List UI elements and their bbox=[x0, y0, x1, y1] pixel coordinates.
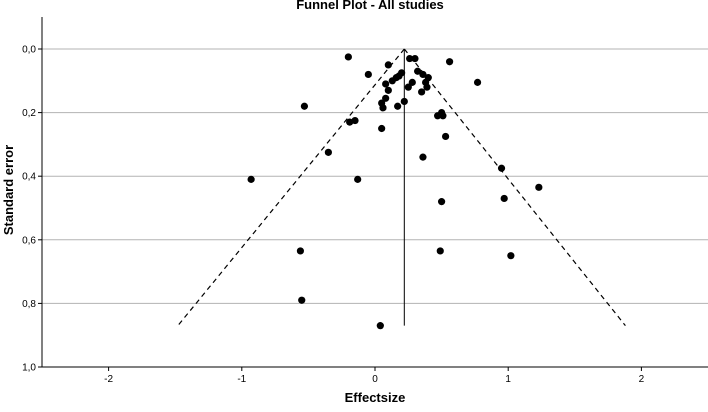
data-point-22 bbox=[400, 97, 408, 106]
data-point-39 bbox=[535, 183, 543, 191]
data-point-16 bbox=[408, 78, 416, 86]
data-point-24 bbox=[394, 102, 402, 110]
data-point-20 bbox=[418, 88, 426, 96]
x-tick-label-3: 1 bbox=[505, 374, 511, 385]
data-point-32 bbox=[378, 124, 386, 133]
tick-labels: 0,0 0,2 0,4 0,6 0,8 1,0 -2 -1 0 1 2 bbox=[22, 45, 645, 386]
data-point-33 bbox=[441, 132, 450, 141]
y-tick-label-1: 0,2 bbox=[22, 108, 36, 119]
data-point-6 bbox=[364, 70, 372, 79]
y-tick-label-5: 1,0 bbox=[22, 363, 36, 374]
y-tick-label-0: 0,0 bbox=[22, 45, 36, 56]
data-point-38 bbox=[354, 175, 362, 183]
data-point-40 bbox=[500, 194, 508, 203]
data-point-19 bbox=[384, 86, 392, 94]
data-point-1 bbox=[406, 54, 414, 63]
grid-lines bbox=[42, 48, 708, 304]
data-point-35 bbox=[419, 153, 427, 161]
data-point-3 bbox=[445, 58, 454, 66]
data-point-18 bbox=[423, 83, 431, 91]
data-point-13 bbox=[382, 80, 390, 88]
data-point-29 bbox=[439, 112, 447, 120]
data-point-46 bbox=[376, 322, 384, 330]
data-point-5 bbox=[414, 67, 422, 75]
data-point-4 bbox=[384, 61, 392, 69]
x-tick-label-0: -2 bbox=[104, 374, 113, 385]
data-point-14 bbox=[473, 78, 482, 86]
data-point-37 bbox=[247, 175, 255, 183]
data-point-42 bbox=[296, 247, 305, 255]
data-point-0 bbox=[344, 53, 352, 61]
plot-frame bbox=[38, 17, 708, 371]
x-tick-label-2: 0 bbox=[372, 374, 378, 385]
data-point-25 bbox=[379, 104, 387, 112]
funnel-right-line bbox=[403, 48, 626, 327]
data-point-45 bbox=[298, 296, 306, 304]
data-point-17 bbox=[404, 83, 412, 91]
data-point-34 bbox=[324, 148, 332, 156]
data-point-12 bbox=[388, 77, 396, 85]
data-point-41 bbox=[438, 198, 446, 206]
data-point-44 bbox=[507, 252, 515, 260]
data-points bbox=[247, 53, 543, 330]
data-point-36 bbox=[497, 164, 506, 172]
data-point-2 bbox=[411, 54, 419, 63]
y-tick-label-3: 0,6 bbox=[22, 235, 36, 246]
y-tick-label-2: 0,4 bbox=[22, 172, 36, 183]
data-point-9 bbox=[395, 72, 403, 80]
data-point-31 bbox=[346, 118, 354, 126]
x-tick-label-4: 2 bbox=[639, 374, 645, 385]
data-point-43 bbox=[436, 247, 444, 255]
x-axis-title: Effectsize bbox=[345, 390, 406, 405]
chart-title: Funnel Plot - All studies bbox=[296, 0, 444, 12]
y-axis-title: Standard error bbox=[1, 145, 16, 235]
data-point-21 bbox=[382, 94, 390, 102]
x-tick-label-1: -1 bbox=[237, 374, 246, 385]
funnel-lines bbox=[177, 48, 626, 327]
data-point-10 bbox=[419, 70, 427, 79]
data-point-26 bbox=[300, 102, 309, 110]
y-tick-label-4: 0,8 bbox=[22, 299, 36, 310]
data-point-28 bbox=[434, 112, 442, 120]
funnel-left-line bbox=[177, 48, 405, 327]
